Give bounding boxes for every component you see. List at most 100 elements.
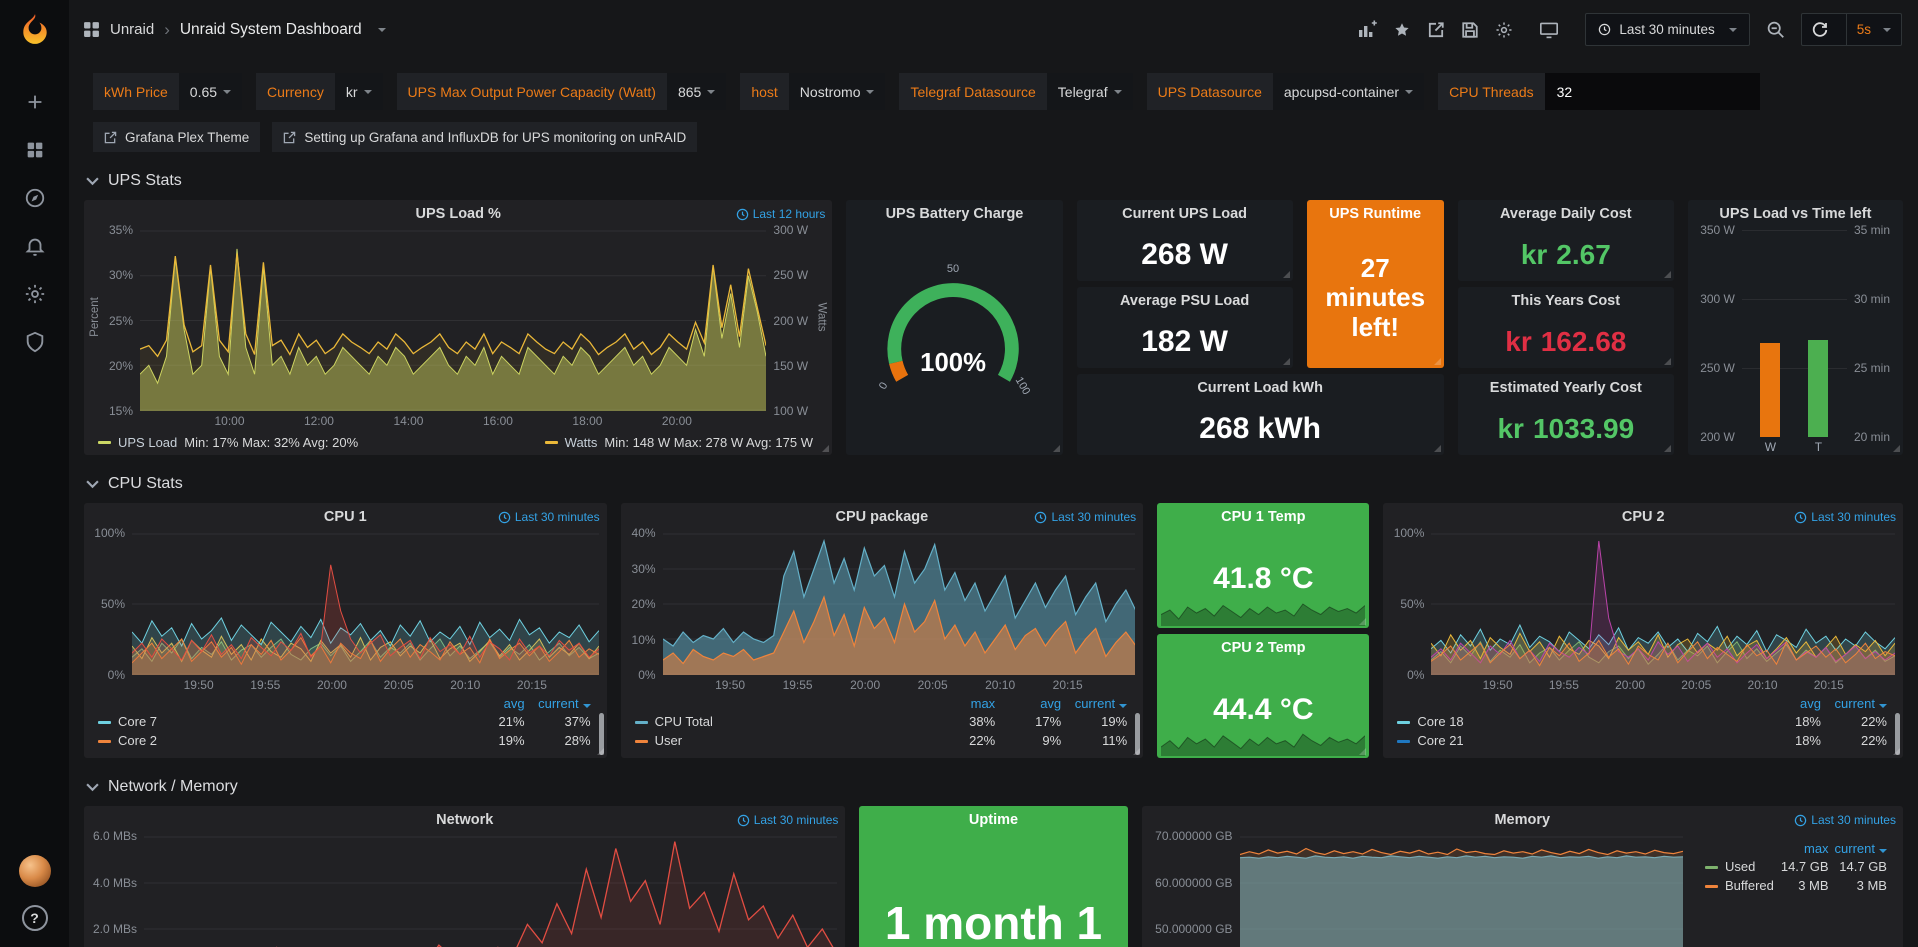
configuration-icon[interactable] <box>24 283 46 305</box>
user-avatar[interactable] <box>18 855 51 887</box>
panel-timerange-label[interactable]: Last 30 minutes <box>1794 813 1896 827</box>
legend-column-avg[interactable]: avg <box>503 696 525 711</box>
variable-value-dropdown[interactable]: 0.65 <box>178 73 243 110</box>
panel-title[interactable]: CPU 1 <box>323 509 367 525</box>
server-admin-icon[interactable] <box>24 331 46 353</box>
panel-title[interactable]: CPU 1 Temp <box>1221 509 1306 525</box>
plot-area[interactable] <box>1431 533 1895 675</box>
panel-timerange-label[interactable]: Last 30 minutes <box>498 510 600 524</box>
section-cpu-stats[interactable]: CPU Stats <box>86 475 1903 493</box>
panel-title[interactable]: Average PSU Load <box>1120 293 1250 309</box>
legend-row[interactable]: Buffered 3 MB 3 MB <box>1703 876 1889 895</box>
dashboard-dropdown-caret[interactable] <box>377 27 386 32</box>
apps-grid-icon[interactable] <box>83 21 100 38</box>
bar-W[interactable] <box>1760 343 1781 437</box>
panel-timerange-label[interactable]: Last 12 hours <box>736 207 825 221</box>
legend-column-avg[interactable]: avg <box>1040 696 1062 711</box>
variable-value-dropdown[interactable]: apcupsd-container <box>1272 73 1425 110</box>
dashboard-link-plex-theme[interactable]: Grafana Plex Theme <box>93 122 261 152</box>
legend-scrollbar[interactable] <box>1895 713 1900 755</box>
panel-title[interactable]: CPU 2 Temp <box>1221 639 1306 656</box>
plot-area[interactable] <box>1741 230 1847 437</box>
plot-area[interactable] <box>132 533 599 675</box>
section-ups-stats[interactable]: UPS Stats <box>86 172 1903 190</box>
help-icon[interactable]: ? <box>21 905 48 931</box>
legend-row[interactable]: Core 7 21% 37% <box>96 712 593 731</box>
dashboard-link-ups-guide[interactable]: Setting up Grafana and InfluxDB for UPS … <box>272 122 698 152</box>
panel-title[interactable]: UPS Runtime <box>1329 206 1422 222</box>
legend-column-current[interactable]: current <box>1823 695 1889 712</box>
legend-column-max[interactable]: max <box>970 696 996 711</box>
add-panel-icon[interactable] <box>1357 20 1378 39</box>
panel-timerange-label[interactable]: Last 30 minutes <box>737 813 838 827</box>
grafana-logo-icon[interactable] <box>18 12 52 49</box>
variable-value-dropdown[interactable]: Nostromo <box>788 73 886 110</box>
legend-row[interactable]: Used 14.7 GB 14.7 GB <box>1703 857 1889 876</box>
panel-title[interactable]: CPU package <box>835 509 929 525</box>
ups-load-chart[interactable]: 35% 30% 25% 20% 15% 300 W 250 W 200 W 150 W 100 W… <box>84 223 832 429</box>
variable-value-dropdown[interactable]: Telegraf <box>1046 73 1133 110</box>
save-icon[interactable] <box>1461 21 1479 39</box>
star-icon[interactable] <box>1393 21 1411 39</box>
panel-title[interactable]: Estimated Yearly Cost <box>1489 380 1642 396</box>
legend-series-name[interactable]: Watts <box>564 434 598 450</box>
alerting-icon[interactable] <box>24 235 46 257</box>
panel-title[interactable]: Memory <box>1494 812 1551 828</box>
panel-title[interactable]: UPS Load % <box>415 206 501 222</box>
plot-area[interactable] <box>1239 836 1683 947</box>
panel-title[interactable]: Average Daily Cost <box>1499 206 1632 222</box>
legend-column-avg[interactable]: avg <box>1800 696 1821 711</box>
legend-column-current[interactable]: current <box>527 695 593 712</box>
section-network-memory[interactable]: Network / Memory <box>86 778 1903 796</box>
legend-column-max[interactable]: max <box>1803 841 1829 856</box>
legend-series[interactable]: Watts Min: 148 W Max: 278 W Avg: 175 W <box>544 434 813 450</box>
breadcrumb-app[interactable]: Unraid <box>110 21 155 38</box>
legend-column-current[interactable]: current <box>1831 840 1889 857</box>
legend-scrollbar[interactable] <box>598 713 604 755</box>
dashboard-title[interactable]: Unraid System Dashboard <box>179 20 362 38</box>
cpu-package-chart[interactable]: 40% 30% 20% 10% 0% 19:50 19:55 20:00 20:05 20:10 2… <box>621 526 1144 693</box>
cycle-view-mode-icon[interactable] <box>1539 21 1559 39</box>
battery-gauge[interactable]: 0 50 100 100% <box>846 228 1062 455</box>
legend-row[interactable]: User 22% 9% 11% <box>633 731 1130 750</box>
ups-bar-chart[interactable]: 350 W 300 W 250 W 200 W 35 min 30 min 25 min 20… <box>1688 223 1903 455</box>
create-icon[interactable] <box>24 91 46 113</box>
panel-title[interactable]: This Years Cost <box>1511 293 1621 309</box>
plot-area[interactable] <box>662 533 1136 675</box>
panel-title[interactable]: Current UPS Load <box>1122 206 1248 222</box>
panel-timerange-label[interactable]: Last 30 minutes <box>1794 510 1896 524</box>
share-icon[interactable] <box>1427 21 1445 39</box>
legend-row[interactable]: Core 21 18% 22% <box>1395 731 1889 750</box>
panel-title[interactable]: Network <box>436 812 494 828</box>
cpu-threads-input[interactable] <box>1544 73 1760 110</box>
panel-settings-icon[interactable] <box>1495 21 1513 39</box>
variable-value-dropdown[interactable]: 865 <box>666 73 727 110</box>
legend-row[interactable]: Core 2 19% 28% <box>96 731 593 750</box>
refresh-interval-dropdown[interactable]: 5s <box>1845 14 1901 45</box>
plot-area[interactable] <box>144 836 837 947</box>
panel-title[interactable]: UPS Load vs Time left <box>1719 206 1872 222</box>
legend-series-name[interactable]: UPS Load <box>118 434 178 450</box>
legend-series[interactable]: UPS Load Min: 17% Max: 32% Avg: 20% <box>98 435 545 450</box>
plot-area[interactable] <box>140 230 767 411</box>
legend-column-current[interactable]: current <box>1063 695 1129 712</box>
legend-row[interactable]: Core 18 18% 22% <box>1395 712 1889 731</box>
panel-title[interactable]: Current Load kWh <box>1197 380 1323 396</box>
variable-value-dropdown[interactable]: kr <box>334 73 383 110</box>
legend-scrollbar[interactable] <box>1135 713 1141 755</box>
panel-title[interactable]: Uptime <box>968 812 1019 828</box>
dashboards-icon[interactable] <box>24 139 46 161</box>
panel-timerange-label[interactable]: Last 30 minutes <box>1034 510 1136 524</box>
panel-title[interactable]: UPS Battery Charge <box>885 206 1024 222</box>
time-range-picker[interactable]: Last 30 minutes <box>1585 13 1750 46</box>
refresh-icon[interactable] <box>1802 14 1838 45</box>
bar-T[interactable] <box>1808 340 1829 437</box>
cpu1-chart[interactable]: 100% 50% 0% 19:50 19:55 20:00 20:05 20:10 20:15 <box>84 526 607 693</box>
cpu2-chart[interactable]: 100% 50% 0% 19:50 19:55 20:00 20:05 20:10 20:15 <box>1383 526 1903 693</box>
zoom-out-icon[interactable] <box>1766 20 1785 39</box>
explore-icon[interactable] <box>24 187 46 209</box>
panel-title[interactable]: CPU 2 <box>1621 509 1665 525</box>
legend-row[interactable]: CPU Total 38% 17% 19% <box>633 712 1130 731</box>
